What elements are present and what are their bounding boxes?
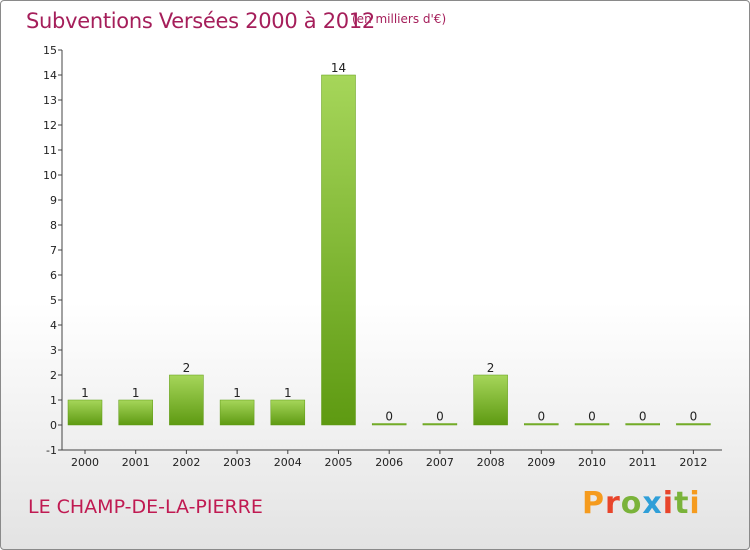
- logo-letter: i: [689, 486, 701, 521]
- y-tick-label: 8: [50, 219, 57, 232]
- y-tick-label: 11: [43, 144, 57, 157]
- y-tick-label: 2: [50, 369, 57, 382]
- y-tick-label: 10: [43, 169, 57, 182]
- y-tick-label: 6: [50, 269, 57, 282]
- x-tick-label: 2004: [274, 456, 302, 469]
- data-label: 1: [233, 386, 241, 400]
- bar: [270, 399, 306, 426]
- location-name: LE CHAMP-DE-LA-PIERRE: [28, 496, 263, 518]
- y-tick-label: 0: [50, 419, 57, 432]
- proxiti-logo: Proxiti: [582, 486, 701, 521]
- data-label: 0: [385, 410, 393, 424]
- x-tick-label: 2007: [426, 456, 454, 469]
- x-tick-label: 2011: [629, 456, 657, 469]
- data-label: 2: [487, 361, 495, 375]
- y-tick-label: 7: [50, 244, 57, 257]
- data-label: 0: [588, 410, 596, 424]
- y-tick-label: 9: [50, 194, 57, 207]
- logo-letter: o: [620, 486, 643, 521]
- logo-letter: x: [642, 486, 663, 521]
- data-label: 14: [331, 61, 346, 75]
- y-tick-label: 15: [43, 44, 57, 57]
- y-tick-label: 12: [43, 119, 57, 132]
- bar: [67, 399, 103, 426]
- data-label: 0: [639, 410, 647, 424]
- logo-letter: t: [674, 486, 690, 521]
- logo-letter: i: [662, 486, 675, 521]
- bar: [524, 423, 559, 426]
- data-label: 1: [284, 386, 292, 400]
- chart-subtitle: (en milliers d'€): [352, 12, 447, 26]
- x-tick-label: 2005: [325, 456, 353, 469]
- logo-letter: r: [605, 486, 621, 521]
- bar: [422, 423, 458, 426]
- bar: [371, 423, 407, 426]
- y-tick-label: -1: [46, 444, 57, 457]
- chart-title: Subventions Versées 2000 à 2012: [26, 9, 375, 33]
- y-tick-label: 3: [50, 344, 57, 357]
- data-label: 1: [132, 386, 140, 400]
- bar: [118, 399, 153, 426]
- x-tick-label: 2008: [477, 456, 505, 469]
- x-tick-label: 2000: [71, 456, 99, 469]
- bar: [625, 423, 660, 426]
- bar: [219, 399, 255, 426]
- y-tick-label: 14: [43, 69, 57, 82]
- y-tick-label: 13: [43, 94, 57, 107]
- data-label: 0: [436, 410, 444, 424]
- data-label: 0: [690, 410, 698, 424]
- y-tick-label: 4: [50, 319, 57, 332]
- x-tick-label: 2009: [527, 456, 555, 469]
- bar: [473, 374, 508, 426]
- data-label: 2: [183, 361, 191, 375]
- bar: [574, 423, 610, 426]
- bar: [321, 74, 356, 426]
- x-tick-label: 2010: [578, 456, 606, 469]
- x-tick-label: 2012: [679, 456, 707, 469]
- y-tick-label: 1: [50, 394, 57, 407]
- x-tick-label: 2003: [223, 456, 251, 469]
- x-tick-label: 2002: [172, 456, 200, 469]
- bar: [676, 423, 711, 426]
- bar: [169, 374, 204, 426]
- data-label: 1: [81, 386, 89, 400]
- logo-letter: P: [582, 486, 605, 521]
- x-tick-label: 2006: [375, 456, 403, 469]
- y-tick-label: 5: [50, 294, 57, 307]
- x-tick-label: 2001: [122, 456, 150, 469]
- data-label: 0: [537, 410, 545, 424]
